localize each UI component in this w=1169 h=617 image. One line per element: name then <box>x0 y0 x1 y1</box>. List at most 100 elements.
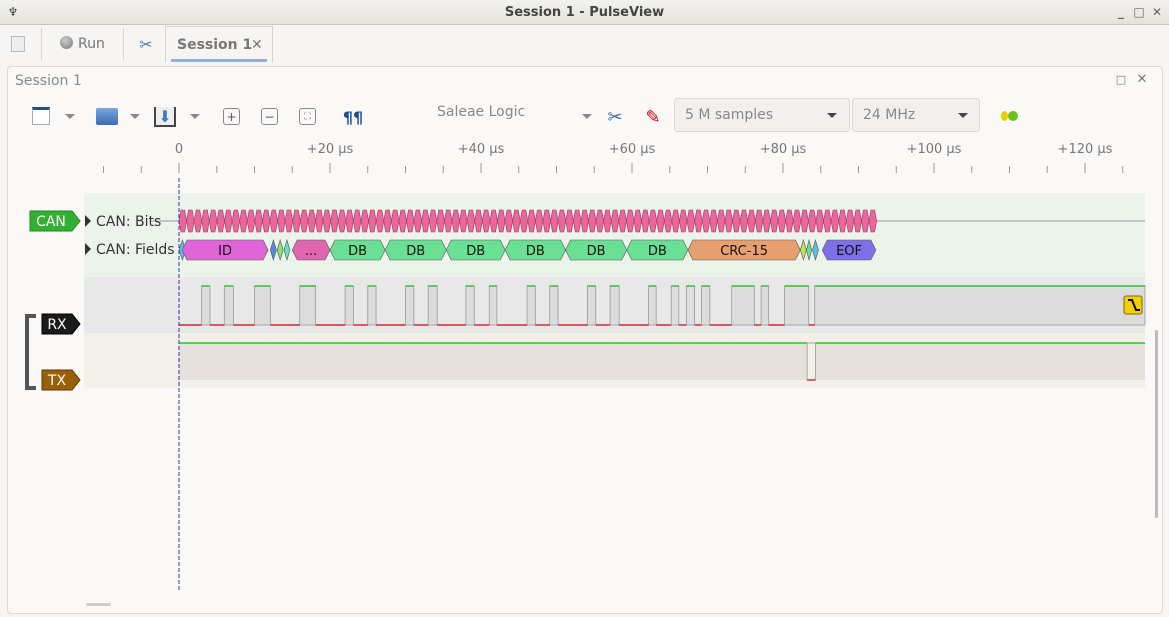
can-bit <box>504 209 513 233</box>
open-file-icon[interactable] <box>96 108 118 125</box>
can-bit <box>466 209 476 233</box>
can-bit <box>269 209 278 233</box>
can-field-label: DB <box>526 244 545 259</box>
rx-high-pulse <box>609 285 620 326</box>
new-session-dropdown[interactable] <box>65 114 75 119</box>
can-bit <box>785 209 794 233</box>
zoom-fit-icon[interactable]: ⛶ <box>299 108 316 125</box>
can-bit <box>444 209 453 233</box>
rx-high-pulse <box>526 285 536 326</box>
zoom-in-icon[interactable]: + <box>223 108 240 125</box>
save-dropdown[interactable] <box>190 114 200 119</box>
can-field-label: EOF <box>836 244 862 259</box>
can-bit <box>482 209 491 233</box>
rx-high-pulse <box>465 285 475 326</box>
can-field <box>283 238 291 262</box>
ruler-label: +20 µs <box>307 142 354 157</box>
settings-tools-icon[interactable]: ✂ <box>139 34 153 54</box>
rx-high-pulse <box>299 285 317 326</box>
can-bit <box>861 209 870 233</box>
sample-count-select[interactable]: 5 M samples <box>674 98 850 132</box>
rx-high-pulse <box>648 285 657 326</box>
run-icon <box>60 36 73 49</box>
maximize-button[interactable]: □ <box>1133 5 1145 19</box>
panel-close-button[interactable]: ✕ <box>1136 71 1148 87</box>
can-bit <box>580 209 589 233</box>
can-bit <box>436 209 445 233</box>
ruler-label: +40 µs <box>458 142 505 157</box>
can-bit <box>679 209 688 233</box>
can-field <box>821 239 877 261</box>
save-icon[interactable]: ⬇ <box>154 107 176 127</box>
can-bit <box>391 209 400 233</box>
tab-close-icon[interactable]: ✕ <box>251 37 263 53</box>
panel-title: Session 1 <box>15 73 82 89</box>
add-decoder-icon[interactable] <box>998 110 1020 122</box>
can-bit <box>777 209 786 233</box>
can-bit <box>398 209 407 233</box>
run-button[interactable]: Run <box>60 26 105 62</box>
ruler-label: +100 µs <box>907 142 962 157</box>
can-field <box>276 238 284 262</box>
rx-high-pulse <box>427 285 438 326</box>
can-bit <box>322 209 331 233</box>
tx-area <box>179 343 1145 380</box>
device-config-icon[interactable]: ✂ <box>607 106 623 128</box>
zoom-out-icon[interactable]: − <box>261 108 278 125</box>
samplerate-select[interactable]: 24 MHz <box>852 98 980 132</box>
samplerate-value: 24 MHz <box>863 107 916 123</box>
can-bit <box>815 209 824 233</box>
can-bit <box>618 209 627 233</box>
device-selector[interactable]: Saleae Logic <box>437 104 526 120</box>
new-window-button[interactable] <box>11 36 25 52</box>
rx-high-pulse <box>405 285 415 326</box>
can-bit <box>421 209 430 233</box>
rx-high-pulse <box>488 285 498 326</box>
vertical-scrollbar[interactable] <box>1155 330 1158 518</box>
tab-session-1[interactable]: Session 1 ✕ <box>165 26 273 62</box>
can-bit <box>193 209 203 233</box>
can-bit <box>747 209 756 233</box>
rx-high-pulse <box>760 285 770 326</box>
can-field <box>812 238 819 262</box>
decoder-row-background <box>84 193 1145 277</box>
can-field-label: CRC-15 <box>720 244 768 259</box>
rx-high-pulse <box>201 285 211 326</box>
can-bit <box>254 209 263 233</box>
can-bit <box>694 209 703 233</box>
can-bit <box>246 209 256 233</box>
can-bit <box>239 209 248 233</box>
probe-config-icon[interactable]: ✎ <box>645 106 661 128</box>
horizontal-scrollbar[interactable] <box>86 603 111 606</box>
can-bit <box>739 209 749 233</box>
window-title: Session 1 - PulseView <box>504 5 665 20</box>
run-label: Run <box>78 36 105 52</box>
can-bit <box>823 209 832 233</box>
can-bit <box>451 209 460 233</box>
can-field-label: DB <box>466 244 485 259</box>
rx-high-pulse <box>701 285 711 326</box>
chevron-down-icon <box>827 113 837 118</box>
cursors-icon[interactable]: ¶¶ <box>342 107 364 127</box>
device-dropdown[interactable] <box>582 114 592 119</box>
close-window-button[interactable]: ✕ <box>1151 5 1163 19</box>
expand-fields-icon <box>85 243 91 255</box>
can-bit <box>368 209 377 233</box>
minimize-button[interactable]: _ <box>1118 5 1124 19</box>
tx-tag-label: TX <box>47 373 67 389</box>
can-bit <box>648 209 658 233</box>
open-dropdown[interactable] <box>130 114 140 119</box>
panel-float-button[interactable]: □ <box>1115 72 1127 86</box>
can-bit <box>610 209 620 233</box>
can-field-label: DB <box>587 244 606 259</box>
can-bit <box>542 209 551 233</box>
can-bit <box>406 209 415 233</box>
can-bit <box>550 209 559 233</box>
new-session-icon[interactable] <box>32 107 50 125</box>
can-bit <box>588 209 597 233</box>
can-field-label: DB <box>406 244 425 259</box>
rx-high-pulse <box>254 285 271 326</box>
can-bit <box>497 209 506 233</box>
can-bit <box>573 209 582 233</box>
